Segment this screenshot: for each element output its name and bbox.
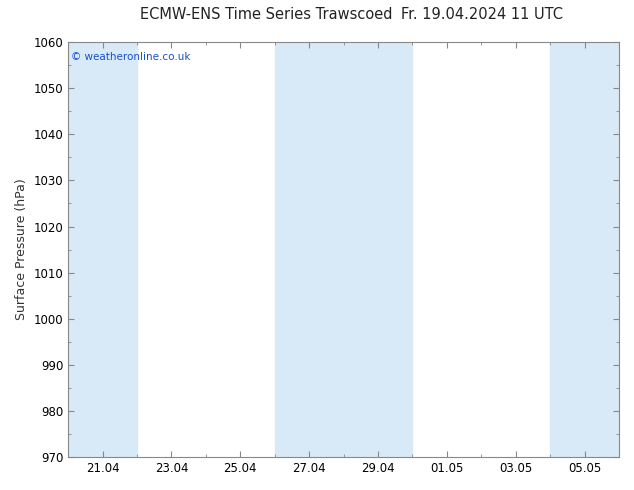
Bar bbox=[550, 42, 619, 457]
Text: Fr. 19.04.2024 11 UTC: Fr. 19.04.2024 11 UTC bbox=[401, 7, 563, 23]
Bar bbox=[275, 42, 413, 457]
Text: © weatheronline.co.uk: © weatheronline.co.uk bbox=[71, 52, 190, 62]
Bar bbox=[68, 42, 137, 457]
Text: ECMW-ENS Time Series Trawscoed: ECMW-ENS Time Series Trawscoed bbox=[140, 7, 392, 23]
Y-axis label: Surface Pressure (hPa): Surface Pressure (hPa) bbox=[15, 179, 28, 320]
